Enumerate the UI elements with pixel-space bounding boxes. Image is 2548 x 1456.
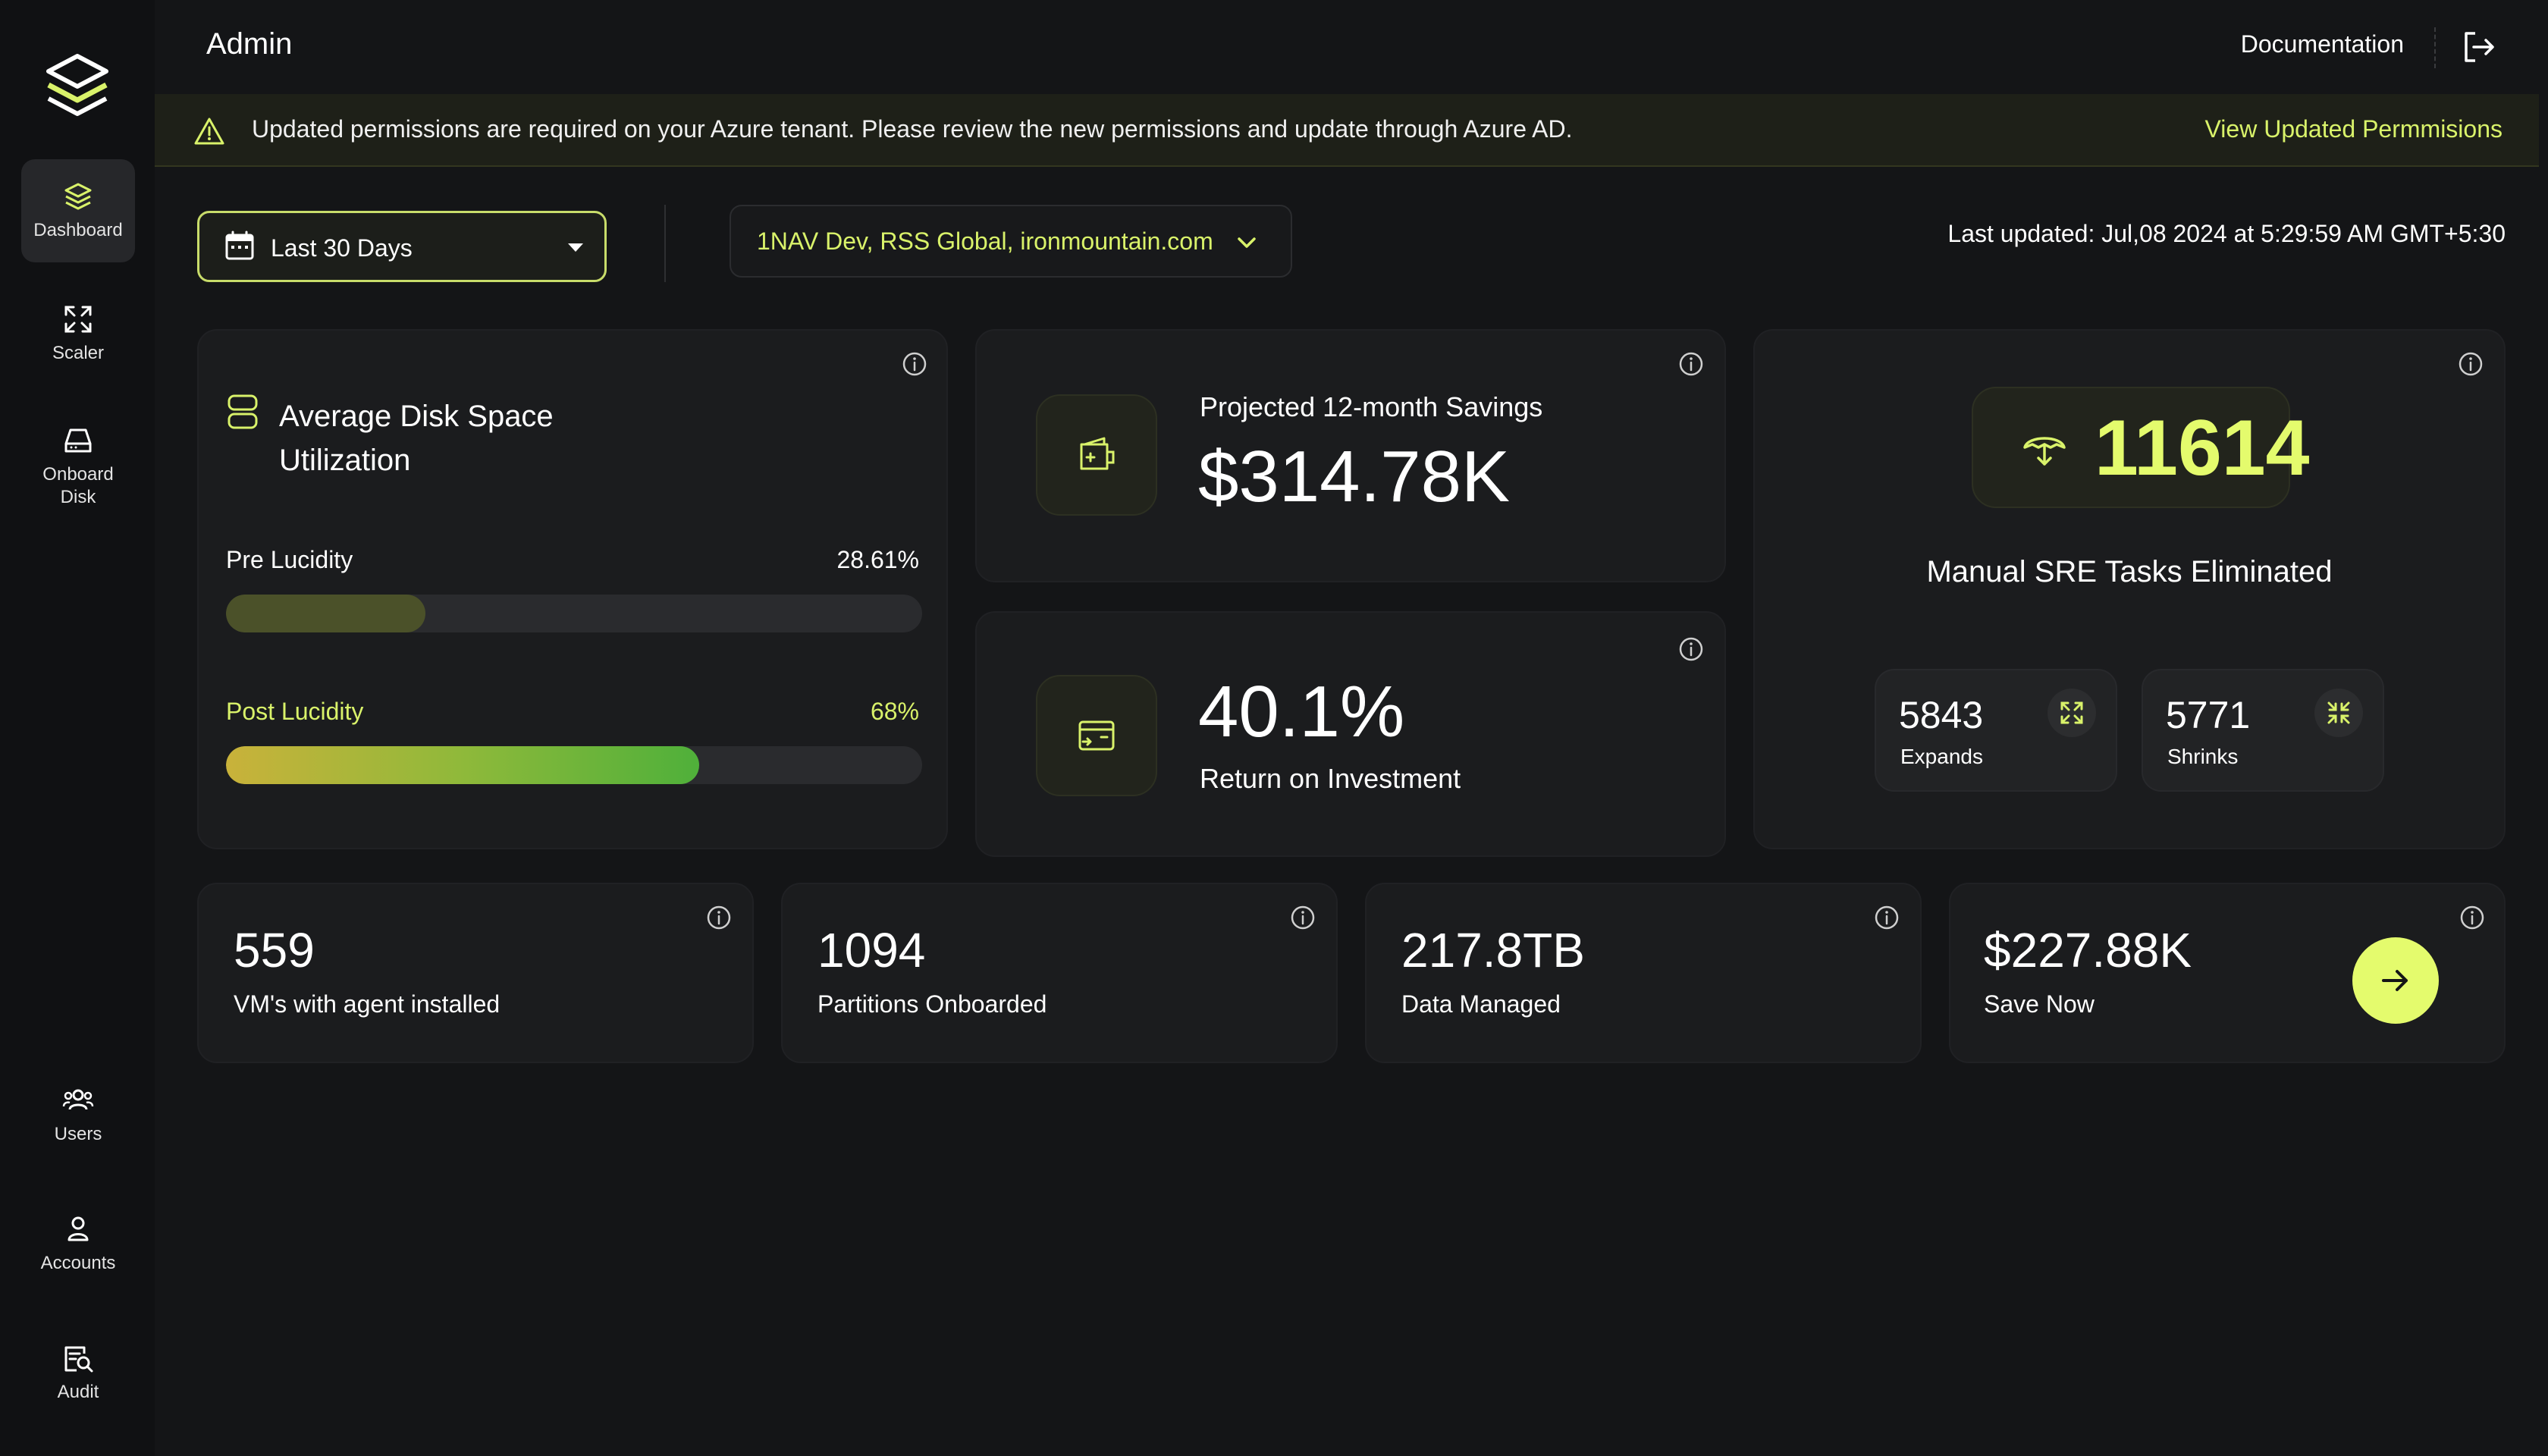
pre-lucidity-label: Pre Lucidity	[226, 546, 353, 573]
save-now-button[interactable]	[2352, 937, 2439, 1024]
top-header: Admin Documentation	[155, 0, 2548, 93]
tenant-select[interactable]: 1NAV Dev, RSS Global, ironmountain.com	[730, 205, 1292, 278]
filter-divider	[664, 205, 666, 282]
shrink-icon	[2327, 701, 2350, 724]
users-icon	[62, 1089, 94, 1110]
stat-value: 217.8TB	[1401, 923, 1585, 977]
disk-utilization-card: Average Disk Space Utilization Pre Lucid…	[197, 329, 948, 849]
logout-icon[interactable]	[2459, 27, 2498, 67]
sre-label: Manual SRE Tasks Eliminated	[1926, 555, 2333, 588]
info-icon[interactable]	[2459, 904, 2486, 931]
expand-arrows-icon	[64, 306, 92, 333]
app-logo[interactable]	[42, 52, 112, 121]
sidebar-item-accounts[interactable]: Accounts	[21, 1198, 135, 1289]
info-icon[interactable]	[1873, 904, 1900, 931]
date-range-select[interactable]: Last 30 Days	[197, 211, 607, 282]
sidebar-item-label: Audit	[57, 1382, 99, 1402]
expands-label: Expands	[1900, 745, 1983, 768]
umbrella-down-icon	[2023, 437, 2066, 466]
pre-lucidity-bar	[226, 595, 922, 632]
stat-label: Data Managed	[1401, 990, 1561, 1018]
stat-label: VM's with agent installed	[234, 990, 500, 1018]
sidebar-item-scaler[interactable]: Scaler	[21, 288, 135, 379]
permissions-banner: Updated permissions are required on your…	[155, 94, 2539, 167]
post-lucidity-label: Post Lucidity	[226, 698, 364, 725]
pre-lucidity-bar-fill	[226, 595, 425, 632]
chevron-down-icon	[1238, 237, 1256, 248]
sre-value-box: 11614	[1972, 387, 2309, 508]
post-lucidity-value: 68%	[870, 698, 919, 725]
date-range-value: Last 30 Days	[271, 234, 413, 262]
calendar-icon	[225, 231, 254, 260]
audit-search-icon	[64, 1346, 93, 1373]
expands-card: 5843 Expands	[1875, 669, 2117, 792]
expands-value: 5843	[1899, 694, 1984, 736]
sidebar-item-label: Scaler	[52, 343, 105, 363]
roi-icon-box	[1036, 675, 1157, 796]
sre-tasks-card: 11614 Manual SRE Tasks Eliminated 5843 E…	[1753, 329, 2506, 849]
disk-utilization-title-line2: Utilization	[279, 444, 411, 477]
stat-card-data-managed: 217.8TB Data Managed	[1365, 883, 1922, 1063]
savings-card: Projected 12-month Savings $314.78K	[975, 329, 1726, 582]
info-icon[interactable]	[705, 904, 733, 931]
stat-card-partitions: 1094 Partitions Onboarded	[781, 883, 1338, 1063]
wallet-plus-icon	[1080, 437, 1115, 470]
shrinks-card: 5771 Shrinks	[2142, 669, 2384, 792]
post-lucidity-bar-fill	[226, 746, 700, 784]
savings-value: $314.78K	[1198, 436, 1511, 517]
shrinks-value: 5771	[2166, 694, 2251, 736]
stat-label: Partitions Onboarded	[817, 990, 1047, 1018]
sidebar-item-onboard-disk[interactable]: Onboard Disk	[21, 410, 135, 523]
stat-label: Save Now	[1984, 990, 2095, 1018]
roi-card: 40.1% Return on Investment	[975, 611, 1726, 857]
warning-icon	[194, 118, 224, 145]
documentation-link[interactable]: Documentation	[2240, 30, 2404, 58]
info-icon[interactable]	[901, 350, 928, 378]
view-permissions-link[interactable]: View Updated Permmisions	[2204, 115, 2502, 143]
wallet-icon	[1078, 720, 1115, 751]
layers-icon	[64, 183, 92, 210]
expand-icon	[2060, 701, 2083, 724]
sidebar-item-users[interactable]: Users	[21, 1069, 135, 1160]
disk-utilization-title-line1: Average Disk Space	[279, 400, 554, 433]
stat-card-save-now: $227.88K Save Now	[1949, 883, 2506, 1063]
shrink-icon-box	[2314, 689, 2363, 737]
caret-down-icon	[568, 243, 583, 252]
pre-lucidity-value: 28.61%	[836, 546, 919, 573]
stat-card-vms: 559 VM's with agent installed	[197, 883, 754, 1063]
sidebar-item-dashboard[interactable]: Dashboard	[21, 159, 135, 262]
sre-value: 11614	[2095, 404, 2310, 492]
info-icon[interactable]	[1677, 635, 1705, 663]
info-icon[interactable]	[1289, 904, 1316, 931]
expand-icon-box	[2048, 689, 2096, 737]
post-lucidity-bar	[226, 746, 922, 784]
sidebar-item-label: Dashboard	[33, 220, 123, 240]
sidebar-item-label: Users	[54, 1124, 102, 1144]
sidebar-item-label: Onboard Disk	[42, 464, 114, 507]
info-icon[interactable]	[1677, 350, 1705, 378]
user-icon	[67, 1216, 89, 1241]
header-divider	[2434, 27, 2436, 68]
savings-label: Projected 12-month Savings	[1200, 391, 1543, 422]
page-title: Admin	[206, 27, 293, 61]
stat-value: 1094	[817, 923, 926, 977]
disk-utilization-title: Average Disk Space Utilization	[279, 394, 554, 482]
roi-label: Return on Investment	[1200, 763, 1461, 794]
info-icon[interactable]	[2457, 350, 2484, 378]
sidebar-item-audit[interactable]: Audit	[21, 1327, 135, 1418]
last-updated-text: Last updated: Jul,08 2024 at 5:29:59 AM …	[1947, 220, 2506, 247]
roi-value: 40.1%	[1198, 671, 1405, 752]
hard-drive-icon	[64, 428, 92, 453]
stat-value: 559	[234, 923, 315, 977]
tenant-select-value: 1NAV Dev, RSS Global, ironmountain.com	[757, 228, 1213, 255]
storage-icon	[228, 394, 258, 429]
banner-message: Updated permissions are required on your…	[252, 115, 1573, 143]
arrow-right-icon	[2382, 970, 2408, 991]
shrinks-label: Shrinks	[2167, 745, 2239, 768]
sidebar-item-label: Accounts	[40, 1253, 116, 1273]
savings-icon-box	[1036, 394, 1157, 516]
stat-value: $227.88K	[1984, 923, 2192, 977]
sidebar: Dashboard Scaler Onboard Disk Users Acco…	[0, 0, 155, 1456]
